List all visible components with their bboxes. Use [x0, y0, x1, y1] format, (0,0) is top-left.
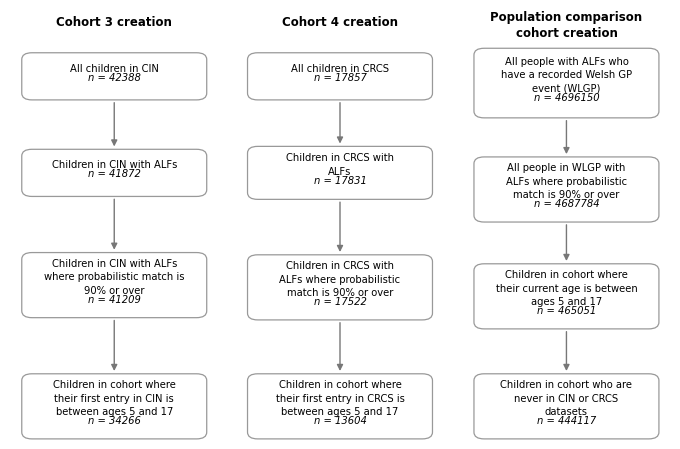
Text: n = 4687784: n = 4687784 — [534, 199, 599, 209]
Text: Children in CIN with ALFs: Children in CIN with ALFs — [52, 259, 177, 269]
FancyBboxPatch shape — [22, 149, 207, 197]
Text: n = 13604: n = 13604 — [313, 416, 367, 426]
Text: ALFs where probabilistic: ALFs where probabilistic — [506, 177, 627, 187]
Text: match is 90% or over: match is 90% or over — [513, 190, 619, 200]
Text: n = 41209: n = 41209 — [88, 295, 141, 305]
Text: n = 465051: n = 465051 — [537, 306, 596, 316]
Text: event (WLGP): event (WLGP) — [532, 84, 600, 94]
FancyBboxPatch shape — [474, 264, 659, 329]
FancyBboxPatch shape — [22, 374, 207, 439]
Text: All people in WLGP with: All people in WLGP with — [507, 163, 626, 173]
Text: Children in cohort who are: Children in cohort who are — [500, 380, 632, 390]
FancyBboxPatch shape — [22, 252, 207, 318]
Text: their first entry in CIN is: their first entry in CIN is — [54, 394, 174, 404]
Text: never in CIN or CRCS: never in CIN or CRCS — [514, 394, 619, 404]
FancyBboxPatch shape — [474, 48, 659, 118]
FancyBboxPatch shape — [248, 374, 432, 439]
Text: All children in CIN: All children in CIN — [70, 64, 158, 74]
Text: between ages 5 and 17: between ages 5 and 17 — [56, 407, 173, 417]
Text: have a recorded Welsh GP: have a recorded Welsh GP — [501, 70, 632, 80]
FancyBboxPatch shape — [248, 53, 432, 100]
Text: between ages 5 and 17: between ages 5 and 17 — [282, 407, 398, 417]
Text: ALFs: ALFs — [328, 167, 352, 177]
Text: n = 17522: n = 17522 — [313, 297, 367, 307]
Text: Population comparison
cohort creation: Population comparison cohort creation — [490, 11, 643, 40]
Text: All people with ALFs who: All people with ALFs who — [505, 57, 628, 67]
Text: n = 42388: n = 42388 — [88, 73, 141, 83]
Text: All children in CRCS: All children in CRCS — [291, 64, 389, 74]
Text: n = 34266: n = 34266 — [88, 416, 141, 426]
Text: ALFs where probabilistic: ALFs where probabilistic — [279, 275, 401, 285]
Text: ages 5 and 17: ages 5 and 17 — [531, 297, 602, 307]
FancyBboxPatch shape — [474, 157, 659, 222]
Text: n = 444117: n = 444117 — [537, 416, 596, 426]
Text: their first entry in CRCS is: their first entry in CRCS is — [275, 394, 405, 404]
Text: Cohort 4 creation: Cohort 4 creation — [282, 16, 398, 29]
FancyBboxPatch shape — [474, 374, 659, 439]
Text: Children in CRCS with: Children in CRCS with — [286, 154, 394, 163]
FancyBboxPatch shape — [248, 255, 432, 320]
Text: n = 4696150: n = 4696150 — [534, 93, 599, 103]
Text: their current age is between: their current age is between — [496, 284, 637, 294]
Text: n = 17857: n = 17857 — [313, 73, 367, 83]
Text: Cohort 3 creation: Cohort 3 creation — [56, 16, 172, 29]
Text: n = 17831: n = 17831 — [313, 176, 367, 186]
Text: Children in cohort where: Children in cohort where — [53, 380, 175, 390]
Text: datasets: datasets — [545, 407, 588, 417]
Text: Children in CIN with ALFs: Children in CIN with ALFs — [52, 160, 177, 170]
FancyBboxPatch shape — [248, 146, 432, 199]
Text: where probabilistic match is: where probabilistic match is — [44, 273, 184, 282]
Text: Children in cohort where: Children in cohort where — [505, 270, 628, 280]
FancyBboxPatch shape — [22, 53, 207, 100]
Text: n = 41872: n = 41872 — [88, 169, 141, 179]
Text: Children in cohort where: Children in cohort where — [279, 380, 401, 390]
Text: match is 90% or over: match is 90% or over — [287, 288, 393, 298]
Text: Children in CRCS with: Children in CRCS with — [286, 261, 394, 271]
Text: 90% or over: 90% or over — [84, 286, 144, 296]
